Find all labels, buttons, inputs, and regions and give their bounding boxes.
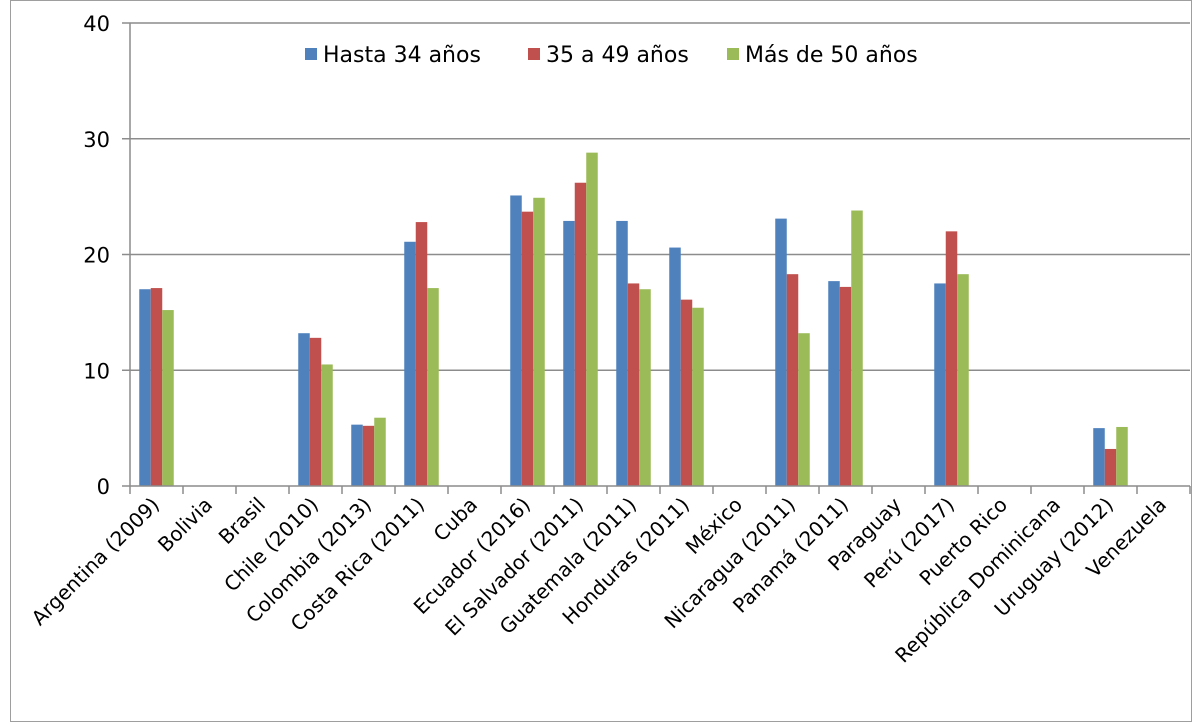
legend-label: Hasta 34 años [323, 43, 481, 68]
bar [362, 425, 375, 486]
bar [851, 210, 863, 486]
bar [639, 289, 651, 486]
bar [627, 283, 640, 486]
y-tick-label: 40 [83, 12, 110, 36]
bar [533, 197, 545, 486]
bar [139, 289, 151, 486]
bar [669, 247, 681, 486]
y-tick-label: 10 [83, 359, 110, 383]
legend-label: 35 a 49 años [546, 43, 689, 68]
bar [427, 288, 439, 486]
bar [934, 283, 946, 486]
bars [139, 152, 1128, 487]
bar [351, 424, 363, 486]
y-tick-label: 0 [97, 475, 110, 499]
legend: Hasta 34 años 35 a 49 años Más de 50 años [305, 43, 918, 68]
bar [162, 310, 174, 486]
bar [563, 220, 575, 486]
bar [1093, 428, 1105, 486]
bar [415, 222, 428, 486]
bar [839, 286, 852, 486]
bar [404, 241, 416, 486]
y-tick-label: 30 [83, 128, 110, 152]
legend-swatch [305, 48, 317, 60]
bar [616, 220, 628, 486]
bar [586, 152, 598, 486]
bar [309, 337, 322, 486]
gridlines [130, 22, 1190, 371]
legend-swatch [727, 48, 739, 60]
chart-frame [10, 0, 1192, 722]
bar [1104, 448, 1117, 486]
bar [798, 333, 810, 486]
bar [521, 211, 534, 487]
axes [122, 22, 1191, 494]
bar [298, 333, 310, 486]
bar [150, 288, 163, 486]
bar [786, 274, 799, 486]
x-tick-label: Argentina (2009) [27, 493, 164, 630]
bar [374, 417, 386, 486]
y-tick-labels: 0 10 20 30 40 [83, 12, 110, 499]
bar [692, 307, 704, 486]
bar [574, 182, 587, 487]
bar [510, 195, 522, 486]
legend-label: Más de 50 años [745, 43, 918, 68]
bar [828, 281, 840, 486]
bar [680, 299, 693, 486]
legend-swatch [528, 48, 540, 60]
bar [775, 218, 787, 486]
y-tick-label: 20 [83, 244, 110, 268]
x-tick-label: Bolivia [153, 493, 217, 557]
bar [945, 231, 958, 486]
bar [1116, 426, 1128, 486]
bar [957, 274, 969, 486]
bar [321, 364, 333, 486]
